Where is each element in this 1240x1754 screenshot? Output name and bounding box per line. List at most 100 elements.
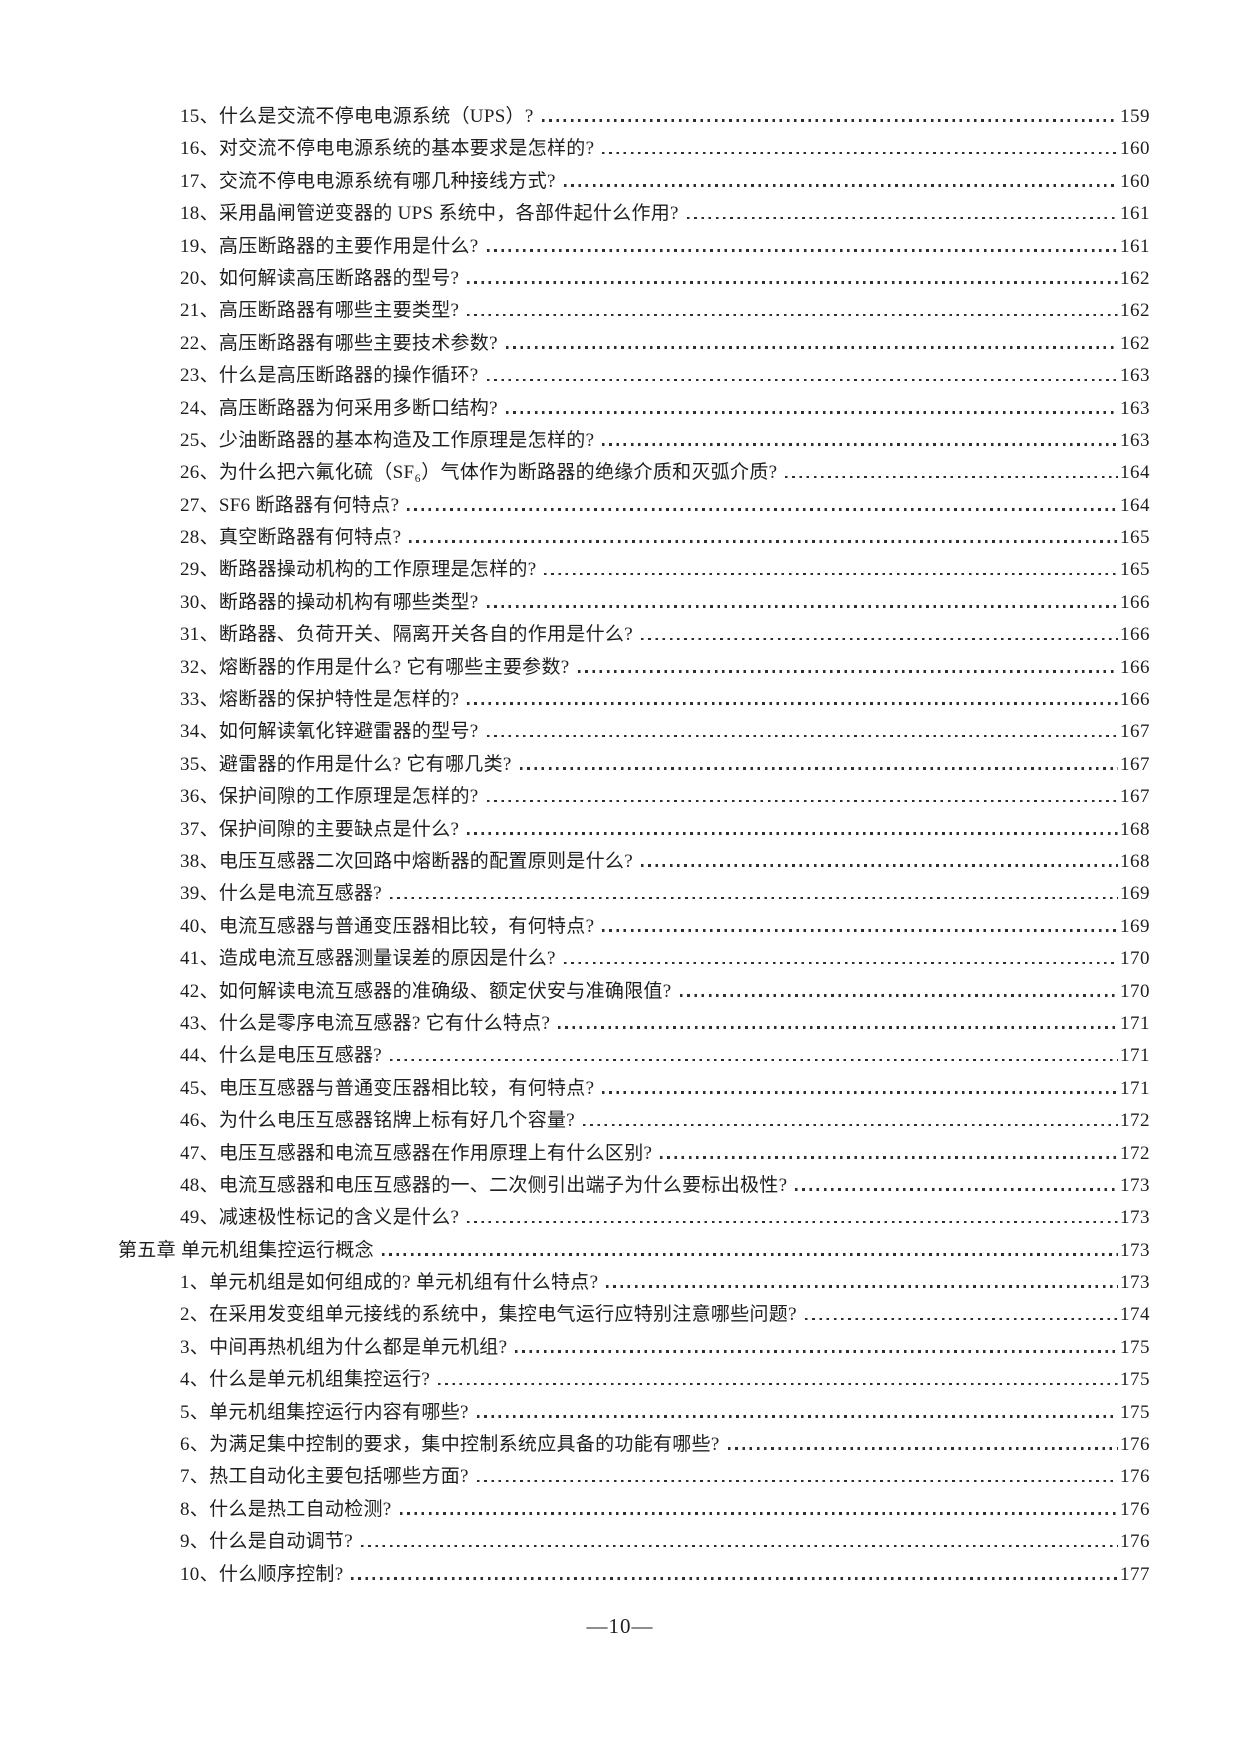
toc-page-number: 163 <box>1120 365 1150 387</box>
toc-page-number: 170 <box>1120 980 1150 1002</box>
toc-entry-text: 16、对交流不停电电源系统的基本要求是怎样的? <box>180 138 595 160</box>
toc-entry-text: 9、什么是自动调节? <box>180 1531 353 1553</box>
toc-page-number: 172 <box>1120 1110 1150 1132</box>
toc-item-line: 26、为什么把六氟化硫（SF₆）气体作为断路器的绝缘介质和灭弧介质? 164 <box>118 457 1150 489</box>
dot-leader <box>515 1350 1118 1353</box>
toc-entry-text: 26、为什么把六氟化硫（SF₆）气体作为断路器的绝缘介质和灭弧介质? <box>180 462 778 484</box>
toc-page-number: 167 <box>1120 786 1150 808</box>
page-number: —10— <box>586 1614 654 1638</box>
toc-entry-text: 18、采用晶闸管逆变器的 UPS 系统中，各部件起什么作用? <box>180 203 679 225</box>
toc-entry-text: 24、高压断路器为何采用多断口结构? <box>180 397 498 419</box>
toc-item-line: 30、断路器的操动机构有哪些类型? 166 <box>118 587 1150 619</box>
toc-item-line: 32、熔断器的作用是什么? 它有哪些主要参数? 166 <box>118 652 1150 684</box>
toc-page-number: 176 <box>1120 1531 1150 1553</box>
toc-page-number: 165 <box>1120 527 1150 549</box>
toc-page-number: 171 <box>1120 1077 1150 1099</box>
toc-item-line: 21、高压断路器有哪些主要类型? 162 <box>118 295 1150 327</box>
toc-item-line: 4、什么是单元机组集控运行? 175 <box>118 1364 1150 1396</box>
toc-item-line: 44、什么是电压互感器? 171 <box>118 1040 1150 1072</box>
toc-item-line: 38、电压互感器二次回路中熔断器的配置原则是什么? 168 <box>118 846 1150 878</box>
dot-leader <box>640 864 1118 867</box>
toc-item-line: 24、高压断路器为何采用多断口结构? 163 <box>118 393 1150 425</box>
dot-leader <box>476 1415 1118 1418</box>
toc-entry-text: 43、什么是零序电流互感器? 它有什么特点? <box>180 1012 551 1034</box>
dot-leader <box>606 1285 1118 1289</box>
toc-item-line: 16、对交流不停电电源系统的基本要求是怎样的? 160 <box>118 133 1150 165</box>
toc-item-line: 39、什么是电流互感器? 169 <box>118 878 1150 910</box>
dot-leader <box>505 346 1118 349</box>
dot-leader <box>351 1576 1118 1580</box>
toc-item-line: 37、保护间隙的主要缺点是什么? 168 <box>118 814 1150 846</box>
dot-leader <box>476 1479 1118 1483</box>
toc-entry-text: 10、什么顺序控制? <box>180 1563 344 1585</box>
toc-page-number: 162 <box>1120 267 1150 289</box>
toc-item-line: 7、热工自动化主要包括哪些方面? 176 <box>118 1461 1150 1493</box>
toc-page-number: 167 <box>1120 721 1150 743</box>
toc-entry-text: 47、电压互感器和电流互感器在作用原理上有什么区别? <box>180 1142 653 1164</box>
toc-item-line: 45、电压互感器与普通变压器相比较，有何特点? 171 <box>118 1073 1150 1105</box>
dot-leader <box>486 734 1118 738</box>
toc-page-number: 175 <box>1120 1401 1150 1423</box>
toc-page-number: 172 <box>1120 1142 1150 1164</box>
toc-entry-text: 1、单元机组是如何组成的? 单元机组有什么特点? <box>180 1272 599 1294</box>
toc-page-number: 161 <box>1120 203 1150 225</box>
toc-item-line: 31、断路器、负荷开关、隔离开关各自的作用是什么? 166 <box>118 619 1150 651</box>
toc-page-number: 160 <box>1120 138 1150 160</box>
dot-leader <box>381 1253 1118 1256</box>
toc-entry-text: 7、热工自动化主要包括哪些方面? <box>180 1466 469 1488</box>
toc-item-line: 2、在采用发变组单元接线的系统中，集控电气运行应特别注意哪些问题? 174 <box>118 1299 1150 1331</box>
toc-entry-text: 25、少油断路器的基本构造及工作原理是怎样的? <box>180 429 595 451</box>
toc-chapter-line: 第五章 单元机组集控运行概念 173 <box>118 1235 1150 1267</box>
dot-leader <box>602 1091 1118 1094</box>
toc-entry-text: 39、什么是电流互感器? <box>180 883 383 905</box>
toc-entry-text: 21、高压断路器有哪些主要类型? <box>180 300 460 322</box>
toc-entry-text: 35、避雷器的作用是什么? 它有哪几类? <box>180 753 512 775</box>
dot-leader <box>399 1512 1118 1515</box>
toc-item-line: 43、什么是零序电流互感器? 它有什么特点? 171 <box>118 1008 1150 1040</box>
toc-page-number: 163 <box>1120 429 1150 451</box>
dot-leader <box>390 1058 1118 1062</box>
dot-leader <box>438 1382 1118 1386</box>
toc-page-number: 173 <box>1120 1207 1150 1229</box>
toc-entry-text: 48、电流互感器和电压互感器的一、二次侧引出端子为什么要标出极性? <box>180 1174 788 1196</box>
toc-page-number: 161 <box>1120 235 1150 257</box>
toc-page-number: 165 <box>1120 559 1150 581</box>
dot-leader <box>467 702 1118 706</box>
toc-page-number: 173 <box>1120 1239 1150 1261</box>
toc-entry-text: 17、交流不停电电源系统有哪几种接线方式? <box>180 170 556 192</box>
dot-leader <box>467 832 1118 835</box>
toc-entry-text: 2、在采用发变组单元接线的系统中，集控电气运行应特别注意哪些问题? <box>180 1304 797 1326</box>
dot-leader <box>541 119 1118 122</box>
toc-item-line: 17、交流不停电电源系统有哪几种接线方式? 160 <box>118 166 1150 198</box>
toc-item-line: 34、如何解读氧化锌避雷器的型号? 167 <box>118 716 1150 748</box>
toc-entry-text: 32、熔断器的作用是什么? 它有哪些主要参数? <box>180 656 570 678</box>
toc-entry-text: 3、中间再热机组为什么都是单元机组? <box>180 1336 508 1358</box>
toc-entry-text: 38、电压互感器二次回路中熔断器的配置原则是什么? <box>180 850 633 872</box>
toc-item-line: 40、电流互感器与普通变压器相比较，有何特点? 169 <box>118 911 1150 943</box>
toc-page-number: 162 <box>1120 300 1150 322</box>
toc-page-number: 167 <box>1120 753 1150 775</box>
dot-leader <box>409 540 1118 544</box>
dot-leader <box>660 1155 1118 1159</box>
toc-item-line: 19、高压断路器的主要作用是什么? 161 <box>118 231 1150 263</box>
dot-leader <box>544 572 1118 576</box>
toc-item-line: 48、电流互感器和电压互感器的一、二次侧引出端子为什么要标出极性? 173 <box>118 1170 1150 1202</box>
toc-item-line: 46、为什么电压互感器铭牌上标有好几个容量? 172 <box>118 1105 1150 1137</box>
toc-page-number: 166 <box>1120 591 1150 613</box>
toc-entry-text: 4、什么是单元机组集控运行? <box>180 1369 431 1391</box>
dot-leader <box>686 216 1118 220</box>
dot-leader <box>679 993 1118 997</box>
toc-page-number: 173 <box>1120 1272 1150 1294</box>
toc-entry-text: 46、为什么电压互感器铭牌上标有好几个容量? <box>180 1110 576 1132</box>
toc-page-number: 176 <box>1120 1498 1150 1520</box>
toc-page-number: 168 <box>1120 818 1150 840</box>
toc-item-line: 1、单元机组是如何组成的? 单元机组有什么特点? 173 <box>118 1267 1150 1299</box>
toc-page-number: 176 <box>1120 1466 1150 1488</box>
dot-leader <box>407 508 1118 511</box>
toc-item-line: 8、什么是热工自动检测? 176 <box>118 1494 1150 1526</box>
dot-leader <box>602 929 1118 932</box>
dot-leader <box>563 961 1118 965</box>
toc-page-number: 174 <box>1120 1304 1150 1326</box>
toc-page-number: 164 <box>1120 494 1150 516</box>
dot-leader <box>583 1123 1118 1127</box>
